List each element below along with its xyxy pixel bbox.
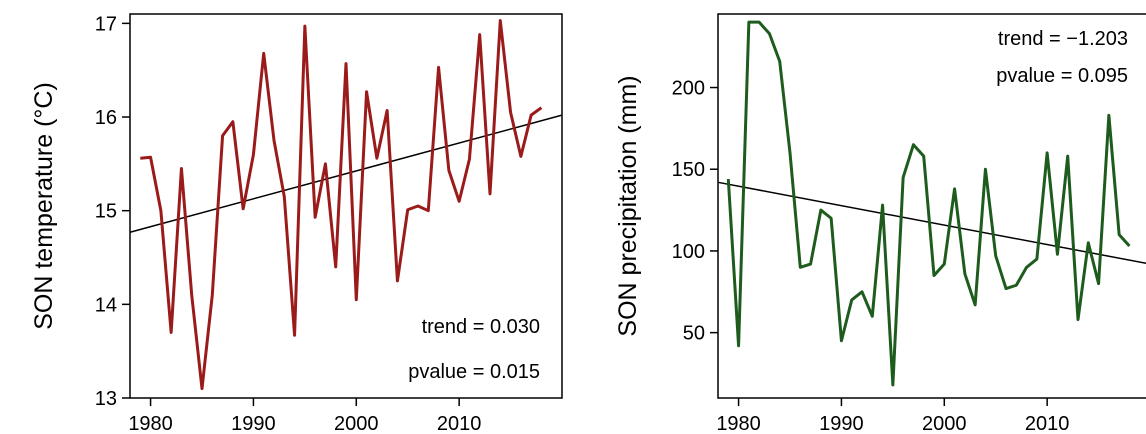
temperature-series-line: [140, 19, 543, 391]
precipitation-x-tick-label: 1990: [819, 413, 864, 434]
temperature-x-tick-label: 2010: [437, 413, 482, 434]
temperature-y-tick-label: 13: [95, 388, 117, 410]
precipitation-x-tick-label: 1980: [716, 413, 761, 434]
temperature-x-tick-label: 1980: [128, 413, 173, 434]
precipitation-pvalue-annotation: pvalue = 0.095: [996, 65, 1128, 87]
temperature-x-tick-label: 2000: [334, 413, 379, 434]
temperature-y-ticks: 13 14 15 16 17: [95, 13, 130, 410]
precipitation-x-tick-label: 2010: [1025, 413, 1070, 434]
precipitation-y-tick-label: 150: [672, 159, 705, 181]
precipitation-x-tick-label: 2000: [922, 413, 967, 434]
temperature-trend-annotation: trend = 0.030: [422, 316, 540, 338]
precipitation-y-axis-title: SON precipitation (mm): [614, 75, 642, 336]
precipitation-x-ticks: 1980 1990 2000 2010: [716, 398, 1069, 434]
temperature-panel: 13 14 15 16 17 1980 1990 2000 2010 SON temperat…: [30, 13, 563, 434]
temperature-y-tick-label: 16: [95, 107, 117, 129]
precipitation-y-tick-label: 50: [683, 323, 705, 345]
precipitation-panel: 50 100 150 200 1980 1990 2000 2010 SON precipi…: [614, 13, 1146, 434]
temperature-plot-frame: [129, 13, 563, 399]
temperature-x-tick-label: 1990: [231, 413, 276, 434]
temperature-trend-line: [129, 114, 563, 233]
precipitation-plot-frame: [717, 13, 1146, 399]
precipitation-trend-annotation: trend = −1.203: [998, 28, 1128, 50]
precipitation-y-ticks: 50 100 150 200: [672, 78, 718, 345]
temperature-y-tick-label: 15: [95, 201, 117, 223]
precipitation-y-tick-label: 100: [672, 241, 705, 263]
temperature-y-axis-title: SON temperature (°C): [30, 82, 58, 330]
precipitation-trend-line: [717, 181, 1146, 265]
temperature-y-tick-label: 14: [95, 294, 117, 316]
temperature-x-ticks: 1980 1990 2000 2010: [128, 398, 481, 434]
precipitation-series-line: [726, 20, 1131, 387]
precipitation-y-tick-label: 200: [672, 78, 705, 100]
temperature-pvalue-annotation: pvalue = 0.015: [408, 361, 540, 383]
temperature-y-tick-label: 17: [95, 13, 117, 35]
